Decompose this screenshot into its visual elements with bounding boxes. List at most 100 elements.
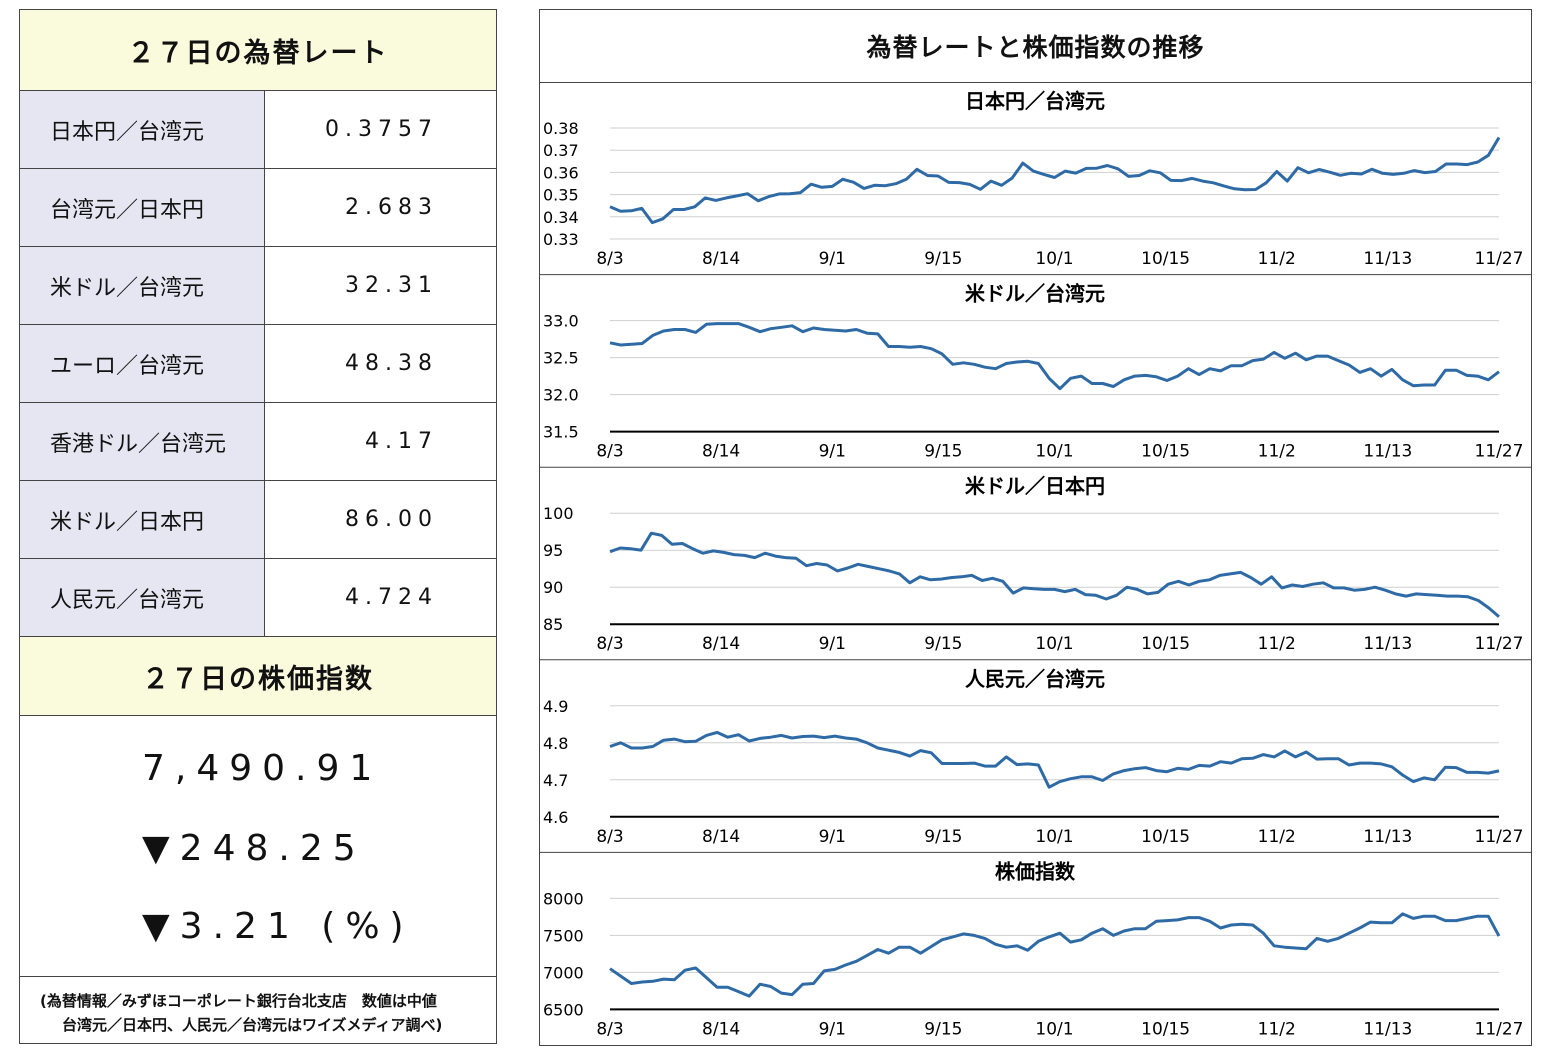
stock-title: ２７日の株価指数 xyxy=(20,637,496,716)
x-tick-label: 11/27 xyxy=(1475,1019,1524,1039)
y-tick-label: 95 xyxy=(543,541,563,560)
stock-value: 7,490.91 xyxy=(142,748,383,789)
x-tick-label: 10/15 xyxy=(1141,1019,1190,1039)
stock-change: ▼248.25 xyxy=(142,828,366,869)
y-tick-label: 0.37 xyxy=(543,141,579,160)
x-tick-label: 10/1 xyxy=(1035,249,1073,269)
x-tick-label: 9/1 xyxy=(819,634,846,654)
chart-panel: 米ドル／台湾元 33.0 32.5 32.0 31.5 8/3 8/14 9/1 9/15 10/… xyxy=(540,274,1531,462)
chart-title: 日本円／台湾元 xyxy=(965,89,1105,113)
x-tick-label: 11/2 xyxy=(1258,249,1296,269)
y-tick-label: 4.9 xyxy=(543,697,568,716)
x-tick-label: 9/15 xyxy=(924,1019,962,1039)
x-tick-label: 10/15 xyxy=(1141,249,1190,269)
x-tick-label: 11/2 xyxy=(1258,1019,1296,1039)
series-line xyxy=(609,322,1500,391)
rate-row: 香港ドル／台湾元 4.17 xyxy=(20,402,496,481)
x-tick-label: 11/27 xyxy=(1475,442,1524,462)
x-tick-label: 10/15 xyxy=(1141,827,1190,847)
chart-title: 人民元／台湾元 xyxy=(965,667,1105,691)
rate-name: 米ドル／台湾元 xyxy=(20,246,265,325)
rate-name: 日本円／台湾元 xyxy=(20,91,265,169)
summary-panel: ２７日の為替レート 日本円／台湾元 0.3757 台湾元／日本円 2.683 米ドル／台… xyxy=(19,9,497,1044)
x-tick-label: 11/13 xyxy=(1363,249,1412,269)
chart-panel: 米ドル／日本円 100 95 90 85 8/3 8/14 9/1 9/15 10/1 10/15 1… xyxy=(540,466,1531,654)
series-line xyxy=(609,531,1500,618)
x-tick-label: 8/14 xyxy=(702,1019,740,1039)
x-tick-label: 8/3 xyxy=(596,1019,623,1039)
rate-value: 48.38 xyxy=(264,324,496,403)
x-tick-label: 8/14 xyxy=(702,634,740,654)
charts-svg: 日本円／台湾元 0.38 0.37 0.36 0.35 0.34 0.33 8/3 8/14 9/… xyxy=(540,89,1531,1039)
y-tick-label: 8000 xyxy=(543,889,584,908)
x-tick-label: 8/14 xyxy=(702,249,740,269)
y-tick-label: 4.7 xyxy=(543,771,568,790)
chart-title: 米ドル／日本円 xyxy=(965,474,1105,498)
rate-value: 4.17 xyxy=(264,402,496,481)
chart-title: 株価指数 xyxy=(995,859,1076,883)
rate-row: 台湾元／日本円 2.683 xyxy=(20,168,496,247)
x-tick-label: 11/13 xyxy=(1363,634,1412,654)
rate-name: ユーロ／台湾元 xyxy=(20,324,265,403)
rates-title: ２７日の為替レート xyxy=(20,10,496,91)
y-tick-label: 0.34 xyxy=(543,208,579,227)
chart-panel: 日本円／台湾元 0.38 0.37 0.36 0.35 0.34 0.33 8/3 8/14 9/… xyxy=(543,89,1524,269)
x-tick-label: 8/3 xyxy=(596,827,623,847)
chart-title: 米ドル／台湾元 xyxy=(965,282,1105,306)
charts-panel: 為替レートと株価指数の推移 日本円／台湾元 0.38 0.37 0.36 0.35 0.3… xyxy=(539,9,1532,1046)
rate-value: 86.00 xyxy=(264,480,496,559)
x-tick-label: 9/1 xyxy=(819,1019,846,1039)
rate-row: 米ドル／台湾元 32.31 xyxy=(20,246,496,325)
x-tick-label: 11/13 xyxy=(1363,442,1412,462)
x-tick-label: 9/1 xyxy=(819,827,846,847)
charts-title: 為替レートと株価指数の推移 xyxy=(540,10,1531,83)
x-tick-label: 8/3 xyxy=(596,442,623,462)
y-tick-label: 0.35 xyxy=(543,186,579,205)
x-tick-label: 8/3 xyxy=(596,634,623,654)
y-tick-label: 32.0 xyxy=(543,386,579,405)
x-tick-label: 11/2 xyxy=(1258,442,1296,462)
y-tick-label: 0.33 xyxy=(543,230,579,249)
x-tick-label: 9/15 xyxy=(924,249,962,269)
x-tick-label: 8/14 xyxy=(702,442,740,462)
rate-value: 2.683 xyxy=(264,168,496,247)
y-tick-label: 33.0 xyxy=(543,312,579,331)
series-line xyxy=(609,730,1500,789)
y-tick-label: 0.36 xyxy=(543,163,579,182)
rate-value: 32.31 xyxy=(264,246,496,325)
y-tick-label: 100 xyxy=(543,504,574,523)
x-tick-label: 10/1 xyxy=(1035,1019,1073,1039)
y-tick-label: 6500 xyxy=(543,1000,584,1019)
x-tick-label: 11/27 xyxy=(1475,827,1524,847)
y-tick-label: 7500 xyxy=(543,926,584,945)
x-tick-label: 11/13 xyxy=(1363,1019,1412,1039)
x-tick-label: 9/15 xyxy=(924,442,962,462)
y-tick-label: 4.6 xyxy=(543,808,568,827)
rate-row: 日本円／台湾元 0.3757 xyxy=(20,91,496,169)
x-tick-label: 11/27 xyxy=(1475,249,1524,269)
x-tick-label: 10/15 xyxy=(1141,442,1190,462)
source-note-line2: 台湾元／日本円、人民元／台湾元はワイズメディア調べ) xyxy=(62,1016,443,1034)
rate-row: ユーロ／台湾元 48.38 xyxy=(20,324,496,403)
x-tick-label: 10/1 xyxy=(1035,827,1073,847)
rate-name: 米ドル／日本円 xyxy=(20,480,265,559)
y-tick-label: 4.8 xyxy=(543,734,568,753)
x-tick-label: 11/2 xyxy=(1258,827,1296,847)
x-tick-label: 9/1 xyxy=(819,442,846,462)
x-tick-label: 11/2 xyxy=(1258,634,1296,654)
rate-row: 米ドル／日本円 86.00 xyxy=(20,480,496,559)
source-note-line1: (為替情報／みずほコーポレート銀行台北支店 数値は中値 xyxy=(40,992,437,1010)
y-tick-label: 31.5 xyxy=(543,423,579,442)
x-tick-label: 10/15 xyxy=(1141,634,1190,654)
rate-name: 人民元／台湾元 xyxy=(20,558,265,637)
series-line xyxy=(609,136,1501,225)
y-tick-label: 90 xyxy=(543,578,563,597)
x-tick-label: 11/13 xyxy=(1363,827,1412,847)
stock-percent: ▼3.21 (%) xyxy=(142,906,414,947)
rate-value: 0.3757 xyxy=(264,91,496,169)
x-tick-label: 11/27 xyxy=(1475,634,1524,654)
y-tick-label: 7000 xyxy=(543,963,584,982)
series-line xyxy=(609,912,1501,998)
chart-panel: 株価指数 8000 7500 7000 6500 8/3 8/14 9/1 9/15 10/1 10… xyxy=(540,851,1531,1039)
source-note: (為替情報／みずほコーポレート銀行台北支店 数値は中値 台湾元／日本円、人民元／… xyxy=(20,977,496,1043)
